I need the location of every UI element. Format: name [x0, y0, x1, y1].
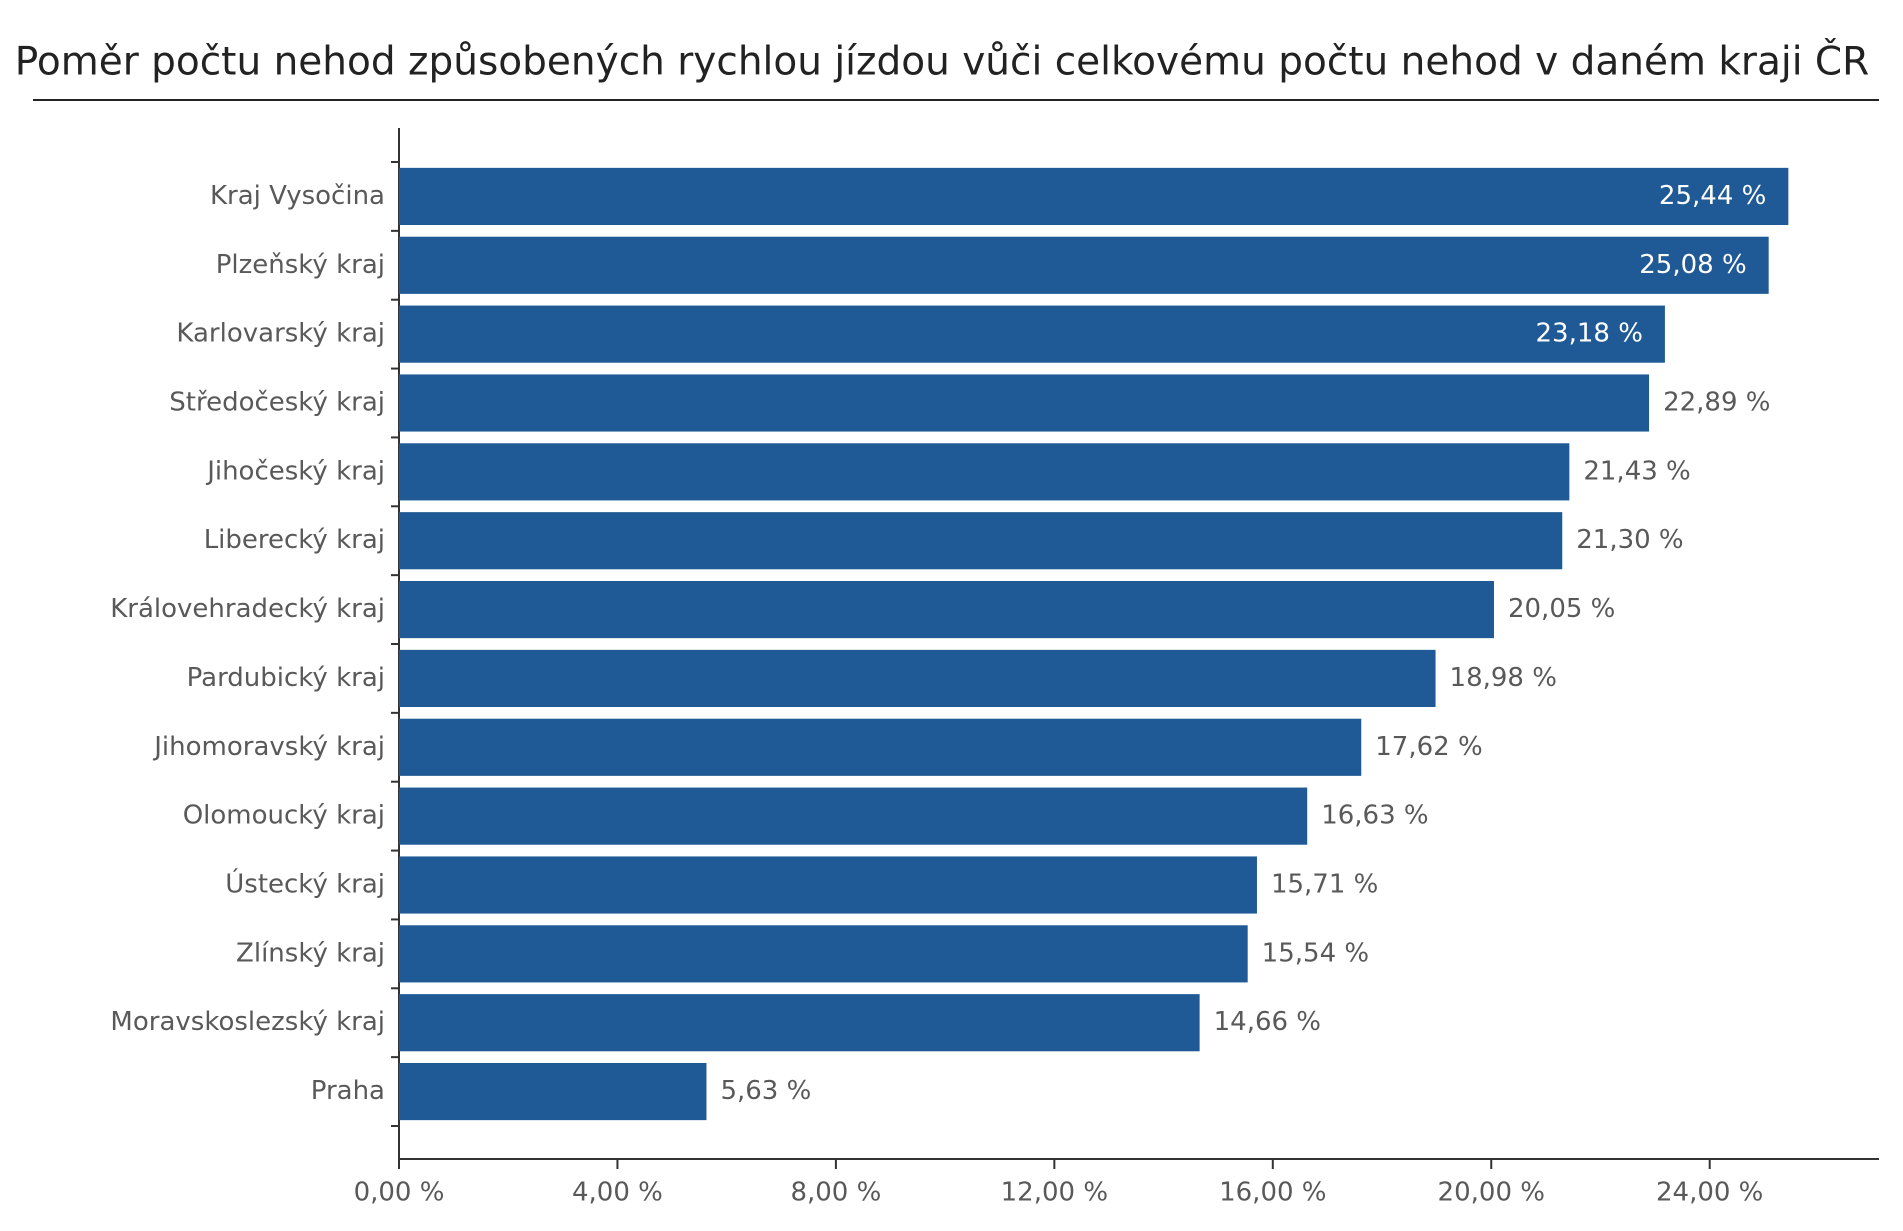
value-label: 15,71 %: [1271, 870, 1378, 900]
y-tick-label: Jihomoravský kraj: [152, 732, 385, 762]
bar: [399, 1062, 707, 1121]
bar: [399, 649, 1436, 708]
bar: [399, 236, 1769, 294]
y-tick-label: Jihočeský kraj: [205, 456, 385, 486]
bar: [399, 787, 1308, 845]
value-label: 21,43 %: [1583, 456, 1690, 486]
y-tick-label: Zlínský kraj: [236, 938, 385, 968]
value-label: 25,44 %: [1659, 181, 1766, 211]
bar: [399, 443, 1570, 501]
value-label: 22,89 %: [1663, 388, 1770, 418]
bar: [399, 856, 1257, 914]
x-tick-label: 8,00 %: [790, 1178, 881, 1208]
y-tick-label: Karlovarský kraj: [176, 319, 385, 349]
bar: [399, 994, 1200, 1052]
x-tick-label: 20,00 %: [1438, 1178, 1545, 1208]
y-tick-label: Praha: [311, 1076, 385, 1106]
x-tick-label: 16,00 %: [1219, 1178, 1326, 1208]
bar: [399, 512, 1563, 570]
y-tick-label: Středočeský kraj: [169, 388, 385, 418]
chart-title: Poměr počtu nehod způsobených rychlou jí…: [15, 38, 1870, 85]
x-tick-label: 12,00 %: [1001, 1178, 1108, 1208]
y-tick-label: Olomoucký kraj: [183, 801, 385, 831]
y-tick-label: Královehradecký kraj: [110, 594, 385, 624]
bar: [399, 167, 1789, 226]
x-tick-label: 24,00 %: [1656, 1178, 1763, 1208]
value-label: 21,30 %: [1576, 525, 1683, 555]
y-tick-label: Kraj Vysočina: [210, 181, 385, 211]
x-tick-label: 0,00 %: [354, 1178, 445, 1208]
y-tick-label: Plzeňský kraj: [216, 250, 385, 280]
y-tick-label: Ústecký kraj: [225, 868, 385, 900]
value-label: 15,54 %: [1262, 938, 1369, 968]
bar: [399, 718, 1362, 776]
bar: [399, 374, 1650, 432]
value-label: 17,62 %: [1375, 732, 1482, 762]
value-label: 16,63 %: [1321, 801, 1428, 831]
value-label: 14,66 %: [1214, 1007, 1321, 1037]
y-tick-label: Liberecký kraj: [204, 525, 385, 555]
y-tick-label: Moravskoslezský kraj: [110, 1007, 385, 1037]
x-tick-label: 4,00 %: [572, 1178, 663, 1208]
bar: [399, 925, 1248, 983]
value-label: 25,08 %: [1639, 250, 1746, 280]
y-tick-label: Pardubický kraj: [187, 663, 385, 693]
bar: [399, 305, 1665, 363]
value-label: 5,63 %: [720, 1076, 811, 1106]
bar: [399, 580, 1494, 639]
value-label: 23,18 %: [1536, 319, 1643, 349]
value-label: 18,98 %: [1450, 663, 1557, 693]
value-label: 20,05 %: [1508, 594, 1615, 624]
